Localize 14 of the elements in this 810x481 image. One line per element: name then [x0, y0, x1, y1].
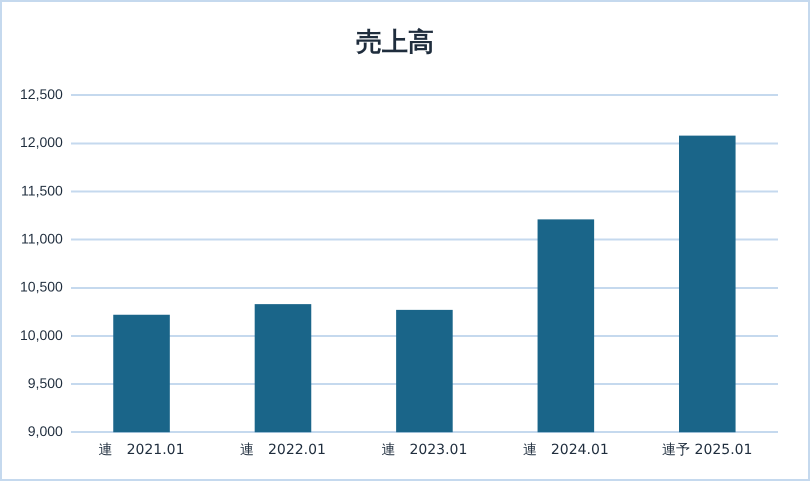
y-tick-label: 12,000 [20, 134, 64, 150]
y-tick-label: 10,500 [20, 278, 64, 295]
x-tick-label: 連 2024.01 [522, 442, 609, 458]
y-tick-label: 11,500 [21, 182, 64, 198]
chart-title: 売上高 [356, 27, 434, 58]
x-tick-label: 連 2021.01 [98, 442, 184, 458]
y-tick-label: 12,500 [20, 86, 64, 102]
x-tick-label: 連 2023.01 [381, 442, 468, 458]
y-tick-label: 10,000 [20, 326, 64, 343]
x-tick-label: 連 2022.01 [240, 442, 326, 458]
x-tick-label: 連予 2025.01 [662, 442, 752, 458]
y-tick-label: 11,000 [21, 230, 64, 246]
y-tick-label: 9,500 [28, 374, 64, 391]
y-tick-label: 9,000 [28, 423, 64, 440]
